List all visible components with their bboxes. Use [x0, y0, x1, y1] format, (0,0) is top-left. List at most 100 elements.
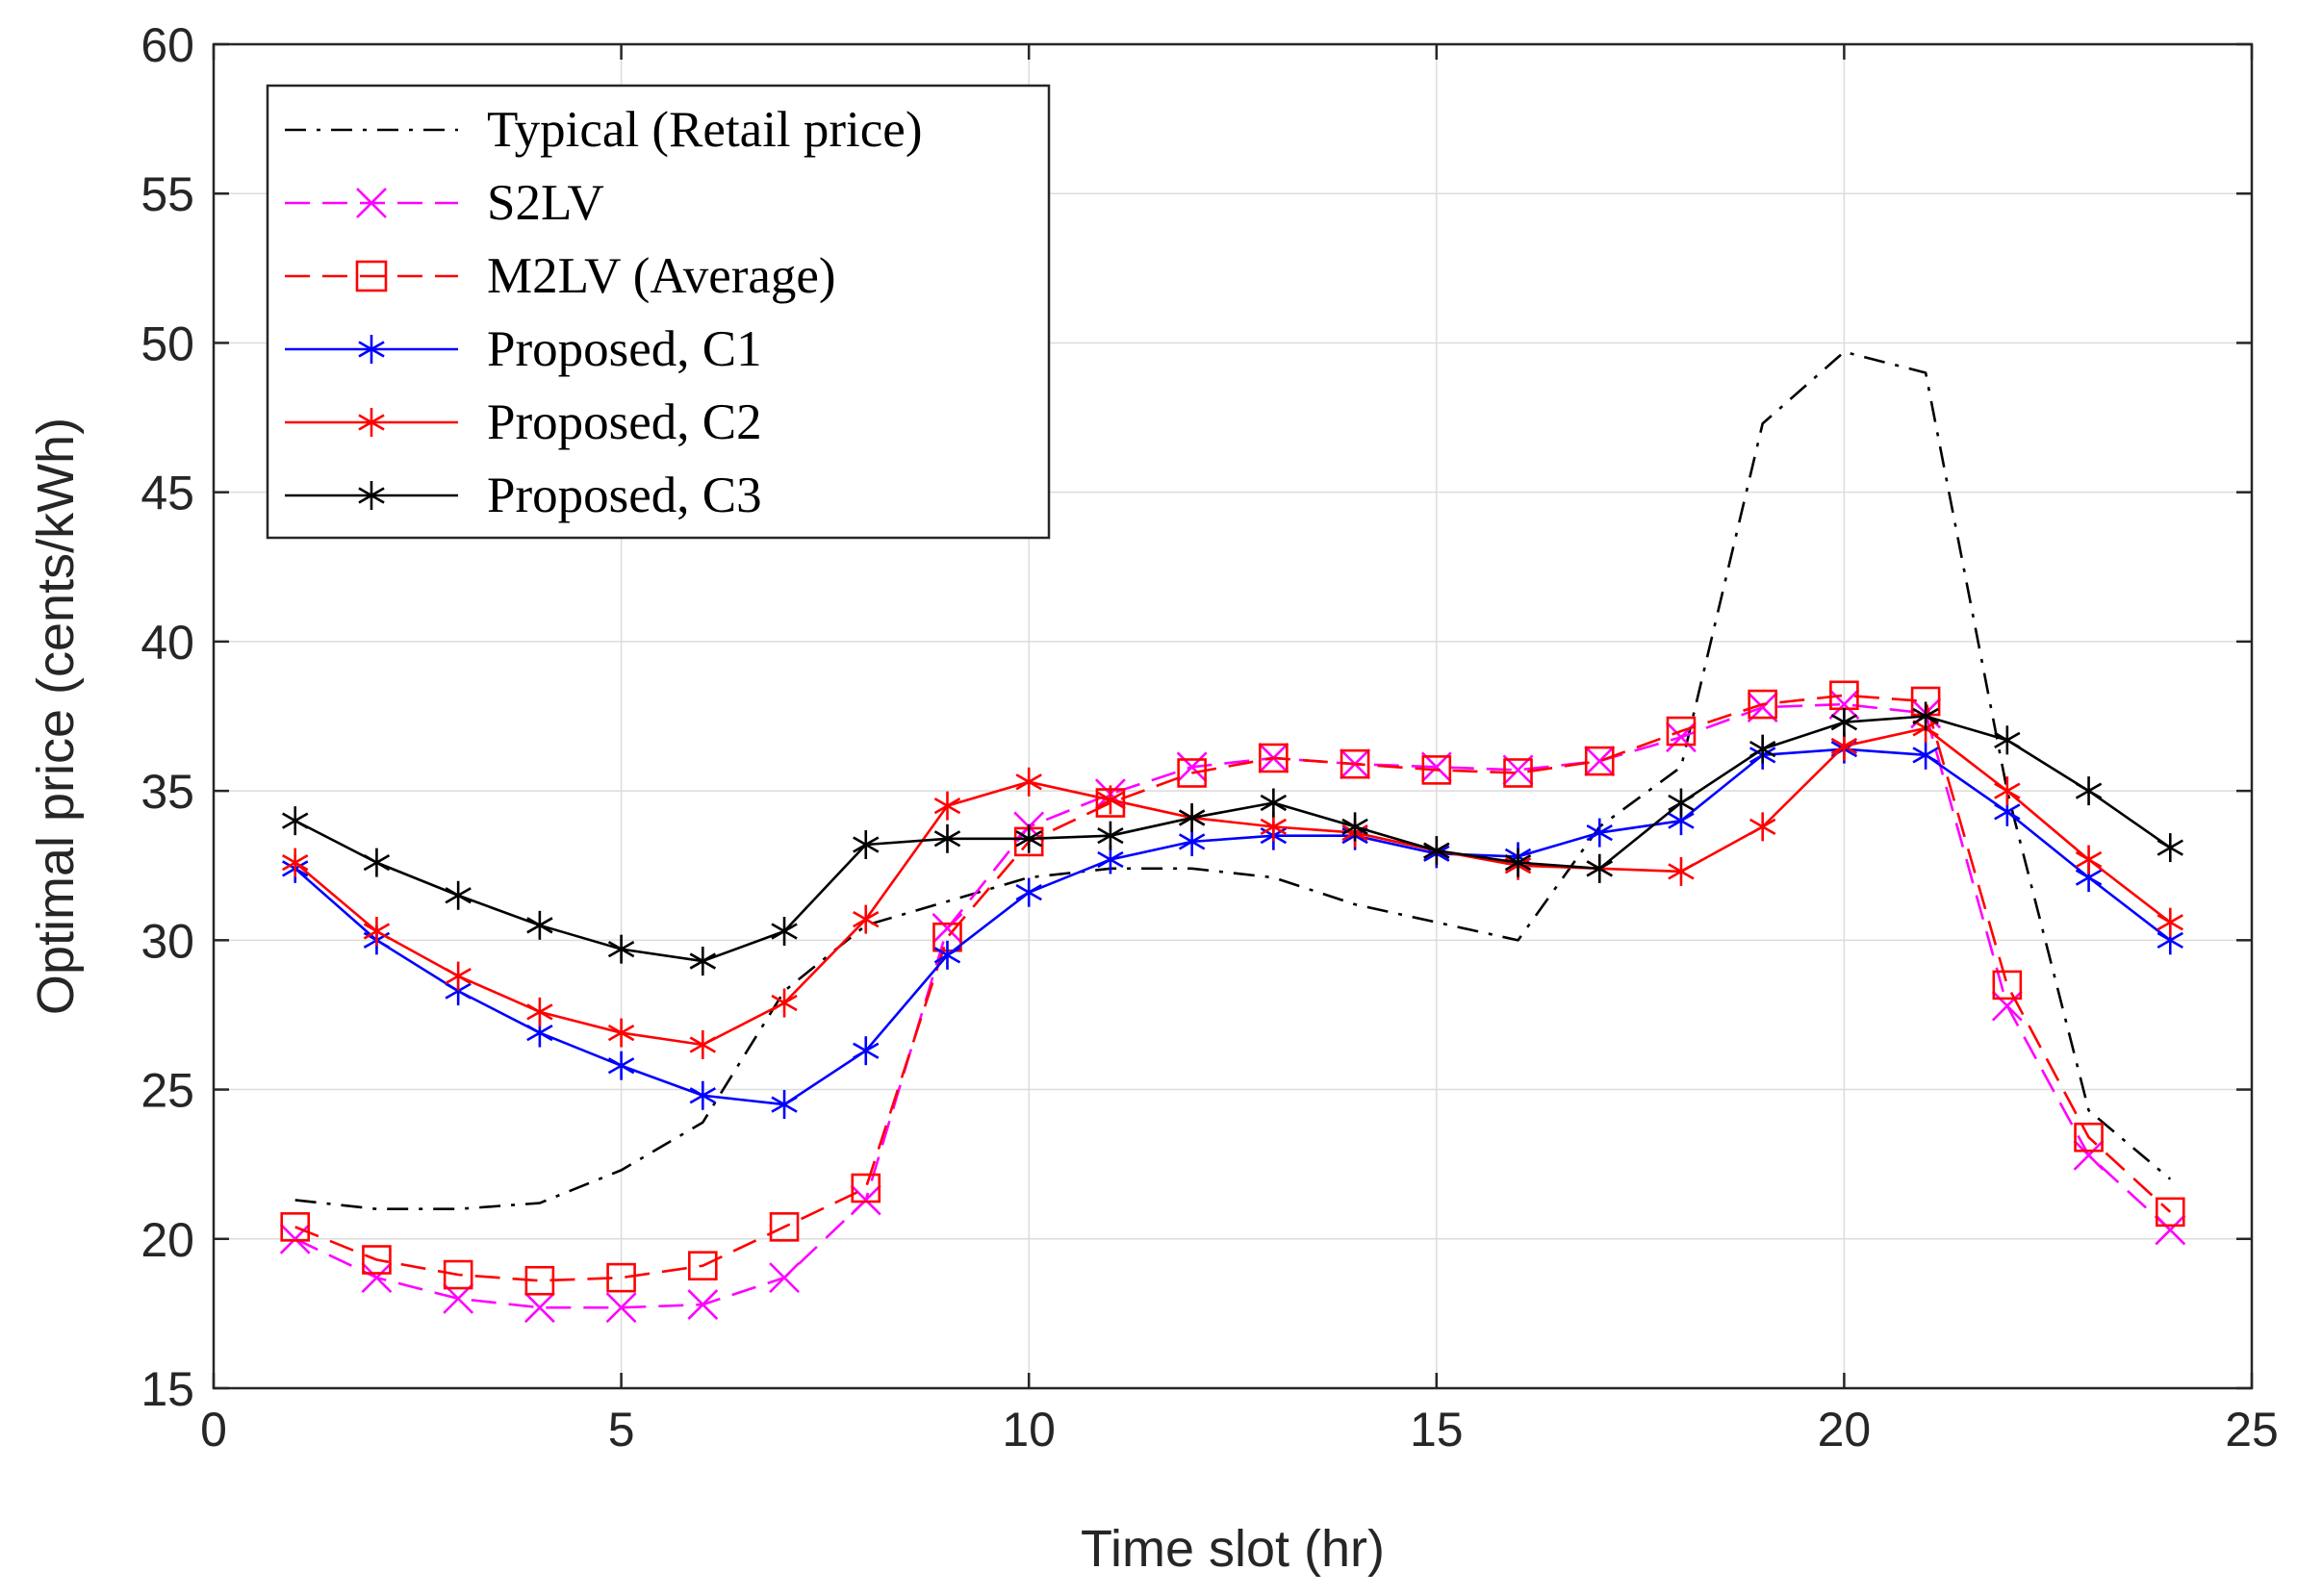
data-point: [606, 1262, 636, 1293]
data-point: [2155, 1214, 2186, 1246]
data-point: [1912, 740, 1939, 770]
data-point: [607, 1051, 635, 1080]
x-tick-label: 20: [1818, 1403, 1872, 1457]
data-point: [2155, 1197, 2185, 1228]
data-point: [932, 912, 963, 944]
data-point: [933, 791, 961, 821]
data-point: [361, 1262, 393, 1294]
data-point: [607, 1018, 635, 1048]
data-point: [445, 880, 472, 910]
x-axis-title: Time slot (hr): [1081, 1520, 1385, 1578]
data-point: [1584, 746, 1615, 776]
data-point: [523, 1292, 555, 1324]
y-tick-label: 40: [140, 616, 194, 670]
series-3: [282, 734, 2183, 1120]
legend-marker: [358, 481, 385, 510]
data-point: [1586, 853, 1613, 883]
data-point: [771, 1090, 798, 1120]
data-point: [1259, 743, 1289, 773]
data-point: [524, 1265, 555, 1296]
legend-item: Proposed, C1: [285, 321, 762, 377]
data-point: [853, 829, 880, 859]
data-point: [1504, 848, 1532, 877]
data-point: [1748, 734, 1776, 764]
y-tick-label: 15: [140, 1362, 194, 1416]
series-line: [294, 694, 2172, 1282]
series-line: [294, 726, 2172, 1047]
data-point: [1828, 689, 1860, 721]
data-point: [282, 848, 309, 877]
data-point: [363, 848, 391, 877]
legend-label: Proposed, C1: [487, 321, 762, 377]
legend-box: [266, 84, 1051, 540]
data-point: [853, 904, 880, 934]
x-tick-label: 25: [2225, 1403, 2279, 1457]
legend-label: M2LV (Average): [487, 248, 836, 304]
series-4: [282, 713, 2183, 1059]
data-point: [1423, 836, 1450, 866]
data-point: [688, 1251, 718, 1281]
legend-item: S2LV: [285, 175, 604, 231]
data-point: [853, 1036, 880, 1066]
x-tick-label: 15: [1410, 1403, 1464, 1457]
series-5: [282, 701, 2183, 976]
data-point: [689, 1080, 717, 1110]
data-point: [689, 1029, 717, 1059]
data-point: [279, 1223, 311, 1254]
axis-ticks: 0 5 10 15 20 25 15 20 25 30 35 40 45 50 55 60: [140, 18, 2278, 1457]
y-tick-label: 45: [140, 467, 194, 520]
data-point: [526, 910, 553, 940]
data-point: [1584, 746, 1616, 776]
data-point: [1503, 758, 1533, 788]
data-point: [2075, 845, 2103, 874]
y-tick-label: 20: [140, 1213, 194, 1267]
legend-item: Proposed, C2: [285, 394, 762, 450]
legend-label: Typical (Retail price): [487, 102, 922, 158]
series-line: [294, 702, 2172, 1309]
legend-label: S2LV: [487, 175, 604, 231]
y-tick-label: 50: [140, 317, 194, 370]
data-point: [771, 917, 798, 947]
data-point: [1668, 856, 1695, 886]
data-point: [933, 940, 961, 970]
data-point: [445, 961, 472, 991]
legend-marker: [355, 260, 388, 292]
data-point: [769, 1262, 800, 1294]
data-point: [1015, 823, 1042, 853]
series-line: [294, 715, 2172, 963]
legend-marker: [356, 188, 387, 218]
data-point: [1178, 803, 1206, 833]
data-point: [1994, 725, 2021, 755]
data-point: [443, 1259, 473, 1290]
y-tick-label: 60: [140, 18, 194, 72]
data-point: [1991, 990, 2023, 1022]
legend-item: Proposed, C3: [285, 468, 762, 523]
data-point: [605, 1292, 637, 1324]
data-point: [1992, 970, 2023, 1001]
data-point: [2157, 907, 2183, 937]
legend-marker: [358, 408, 385, 437]
data-point: [689, 947, 717, 976]
series-line: [294, 747, 2172, 1106]
data-point: [769, 1212, 800, 1242]
legend-item: M2LV (Average): [285, 248, 836, 304]
data-point: [1748, 689, 1777, 720]
y-tick-label: 35: [140, 765, 194, 819]
data-point: [933, 823, 961, 853]
data-point: [1015, 877, 1042, 907]
data-point: [1586, 818, 1613, 848]
legend-marker: [358, 335, 385, 364]
x-tick-label: 5: [608, 1403, 635, 1457]
data-point: [526, 997, 553, 1026]
data-point: [1260, 788, 1288, 818]
data-point: [282, 806, 309, 836]
data-point: [1668, 788, 1695, 818]
data-point: [1748, 812, 1776, 842]
y-axis-title: Optimal price (cents/kWh): [27, 418, 85, 1015]
legend-label: Proposed, C3: [487, 468, 762, 523]
data-point: [2075, 776, 2103, 806]
series-1: [279, 689, 2186, 1324]
data-point: [1341, 812, 1368, 842]
y-tick-label: 30: [140, 914, 194, 968]
